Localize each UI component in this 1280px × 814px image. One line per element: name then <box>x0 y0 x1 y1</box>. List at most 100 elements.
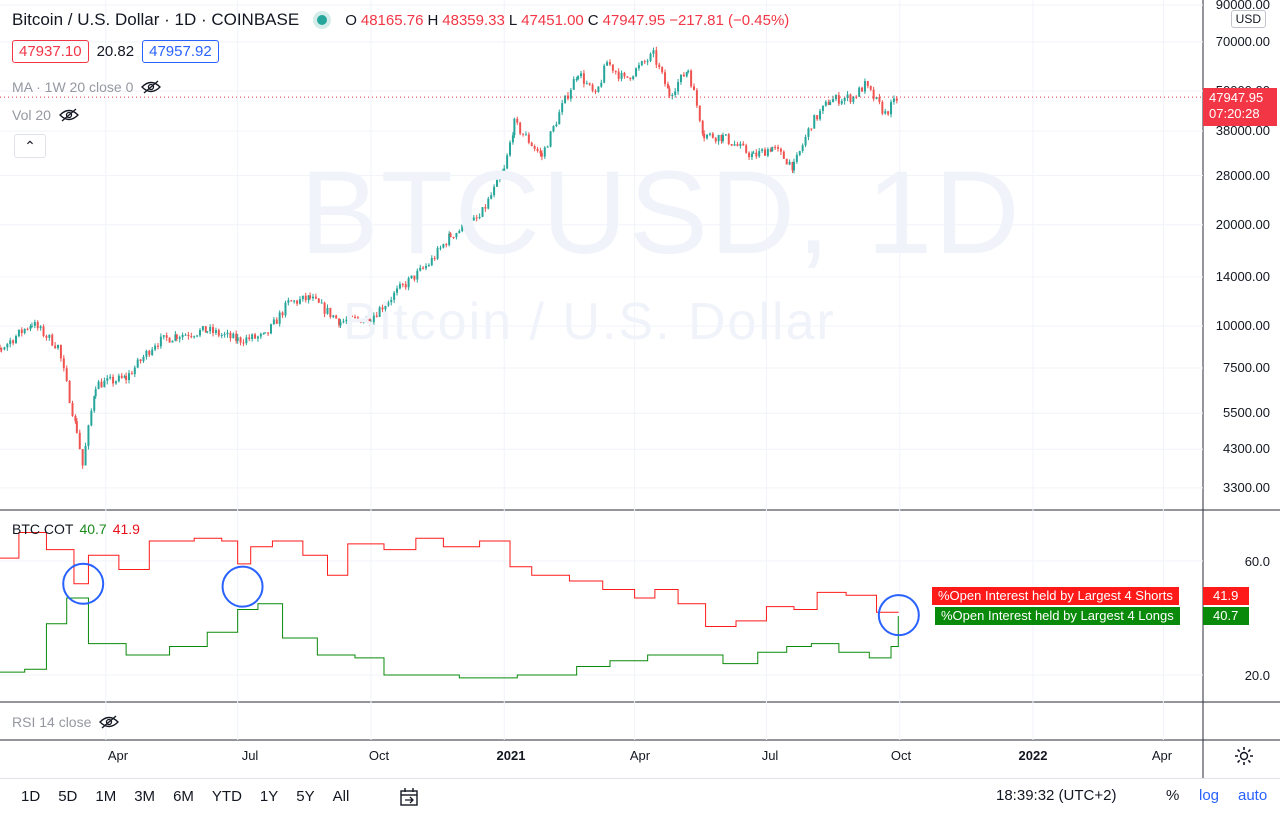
candle-body <box>714 137 717 142</box>
candle-body <box>509 142 512 156</box>
candle-body <box>498 176 501 180</box>
buy-price-button[interactable]: 47957.92 <box>142 40 219 63</box>
cot-legend[interactable]: BTC COT 40.7 41.9 <box>12 521 140 537</box>
candle-body <box>369 322 372 324</box>
candle-body <box>668 88 671 97</box>
log-scale-button[interactable]: log <box>1199 787 1220 804</box>
candle-body <box>846 94 849 98</box>
candle-body <box>758 151 761 157</box>
candle-body <box>30 325 33 327</box>
candle-body <box>272 319 275 325</box>
candle-body <box>156 345 159 347</box>
candle-body <box>572 79 575 90</box>
candle-body <box>597 86 600 93</box>
candle-body <box>51 334 54 346</box>
candle-body <box>145 350 148 357</box>
low-value: 47451.00 <box>521 11 584 29</box>
ma-indicator-row[interactable]: MA · 1W 20 close 0 <box>12 79 162 95</box>
chart-canvas[interactable] <box>0 0 1280 778</box>
candle-body <box>114 381 117 384</box>
hidden-eye-icon[interactable] <box>59 108 79 122</box>
candle-body <box>750 153 753 158</box>
candle-body <box>536 148 539 151</box>
candle-body <box>804 136 807 146</box>
candle-body <box>97 381 100 390</box>
candle-body <box>181 334 184 338</box>
close-value: 47947.95 <box>602 11 666 29</box>
timeframe-1d[interactable]: 1D <box>21 788 41 805</box>
candle-body <box>354 317 357 319</box>
currency-button[interactable]: USD <box>1230 10 1266 28</box>
candle-body <box>298 299 301 304</box>
candle-body <box>296 300 299 304</box>
candle-body <box>792 161 795 171</box>
go-to-date-icon[interactable] <box>398 786 420 808</box>
candle-body <box>130 373 133 375</box>
market-status-icon <box>317 15 328 25</box>
candle-body <box>87 425 90 447</box>
candle-body <box>112 376 115 384</box>
rsi-legend[interactable]: RSI 14 close <box>12 714 120 730</box>
candle-body <box>267 332 270 334</box>
candle-body <box>190 336 193 338</box>
vol-indicator-row[interactable]: Vol 20 <box>12 107 79 123</box>
timeframe-6m[interactable]: 6M <box>173 788 194 805</box>
candle-body <box>788 161 791 165</box>
candle-body <box>666 83 669 89</box>
candle-body <box>869 85 872 90</box>
last-price: 47947.95 <box>1209 90 1264 106</box>
candle-body <box>0 348 3 350</box>
timeframe-5y[interactable]: 5Y <box>296 788 315 805</box>
candle-body <box>168 337 171 343</box>
collapse-legend-button[interactable]: ⌃ <box>14 134 46 158</box>
candle-body <box>368 316 371 323</box>
candle-body <box>94 389 97 397</box>
candle-body <box>455 233 458 238</box>
symbol-title[interactable]: Bitcoin / U.S. Dollar · 1D · COINBASE <box>12 10 300 29</box>
price-axis-label: 3300.00 <box>1223 479 1270 495</box>
candle-body <box>148 350 151 355</box>
candle-body <box>419 267 422 271</box>
candle-body <box>829 102 832 105</box>
candle-body <box>730 144 733 146</box>
candle-body <box>655 50 658 65</box>
auto-scale-button[interactable]: auto <box>1238 787 1268 804</box>
sell-price-button[interactable]: 47937.10 <box>12 40 89 63</box>
candle-body <box>834 95 837 99</box>
candle-body <box>724 134 727 136</box>
candle-body <box>481 207 484 217</box>
candle-body <box>695 90 698 106</box>
candle-body <box>332 315 335 317</box>
timezone-clock[interactable]: 18:39:32 (UTC+2) <box>996 787 1117 804</box>
candle-body <box>171 340 174 343</box>
candle-body <box>533 146 536 149</box>
candle-body <box>493 186 496 196</box>
price-axis-label: 5500.00 <box>1223 405 1270 421</box>
candle-body <box>810 128 813 130</box>
candle-body <box>884 111 887 114</box>
timeframe-3m[interactable]: 3M <box>134 788 156 805</box>
percent-scale-button[interactable]: % <box>1166 787 1180 804</box>
timeframe-1m[interactable]: 1M <box>95 788 117 805</box>
candle-body <box>206 331 209 333</box>
ohlc-values: O 48165.76 H 48359.33 L 47451.00 C 47947.95 … <box>345 12 789 29</box>
price-axis-label: 10000.00 <box>1215 318 1270 333</box>
price-axis-label: 20000.00 <box>1215 216 1270 232</box>
hidden-eye-icon[interactable] <box>99 715 120 729</box>
timeframe-1y[interactable]: 1Y <box>259 788 279 805</box>
overlay <box>62 562 920 637</box>
candle-body <box>791 161 794 171</box>
timeframe-all[interactable]: All <box>332 788 350 805</box>
candle-body <box>339 322 342 326</box>
candle-body <box>106 378 109 381</box>
candle-body <box>262 332 265 334</box>
candle-body <box>552 126 555 132</box>
hidden-eye-icon[interactable] <box>141 80 162 94</box>
candle-body <box>3 347 6 350</box>
candle-body <box>212 327 215 333</box>
timeframe-ytd[interactable]: YTD <box>211 788 242 805</box>
timeframe-5d[interactable]: 5D <box>58 788 78 805</box>
candle-body <box>220 334 223 336</box>
candle-body <box>755 152 758 157</box>
settings-gear-icon[interactable] <box>1234 746 1254 766</box>
